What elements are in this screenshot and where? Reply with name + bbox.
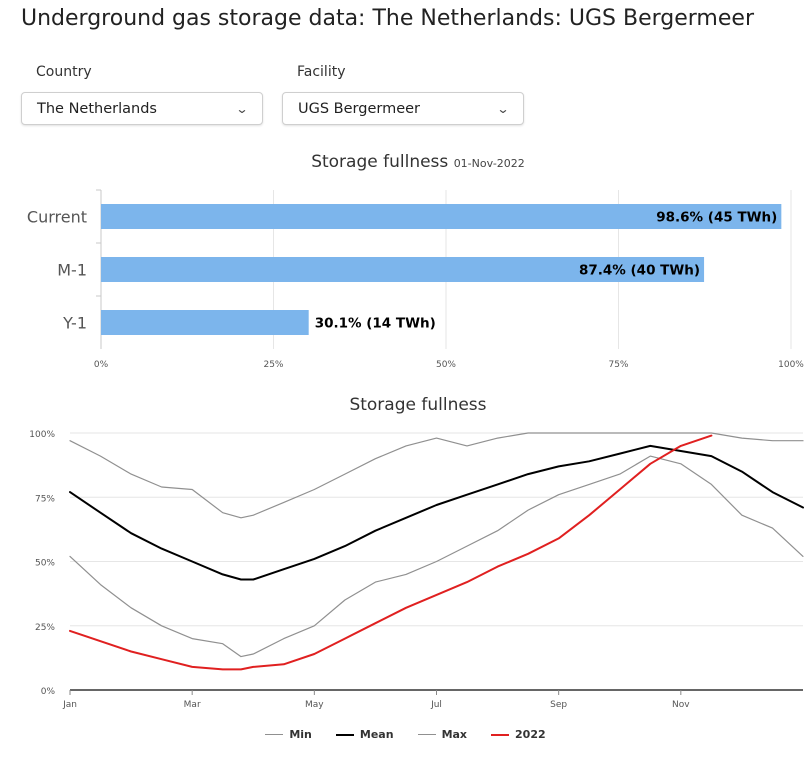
bar-category-label: Current [27,208,87,227]
line-x-tick-label: Nov [672,700,690,710]
country-value: The Netherlands [37,100,157,117]
line-x-tick-label: Jul [430,700,442,710]
facility-selector: Facility UGS Bergermeer ⌄ [282,64,524,125]
legend-swatch [491,733,510,736]
country-selector: Country The Netherlands ⌄ [21,64,263,125]
chevron-down-icon: ⌄ [496,101,510,116]
legend-swatch [335,733,354,736]
bar-x-tick-label: 75% [608,360,628,370]
chevron-down-icon: ⌄ [235,101,249,116]
country-label: Country [36,64,92,80]
legend-swatch [265,734,284,735]
bar-x-tick-label: 0% [94,360,109,370]
legend-label: Min [289,728,312,741]
bar-x-tick-label: 100% [778,360,804,370]
series-line-Min [69,455,804,658]
bar-data-label: 30.1% (14 TWh) [315,316,436,332]
legend-label: Max [441,728,468,741]
bar-category-label: Y-1 [62,314,87,333]
legend-item-Min[interactable]: Min [265,728,312,741]
page-title: Underground gas storage data: The Nether… [21,6,754,31]
line-y-tick-label: 100% [29,430,55,440]
line-x-tick-label: Sep [550,700,567,710]
series-line-2022 [69,434,713,671]
bar-chart-title: Storage fullness 01-Nov-2022 [0,152,811,172]
bar-chart-date: 01-Nov-2022 [453,157,525,170]
line-chart-title: Storage fullness [0,395,811,415]
bar-category-label: M-1 [57,261,87,280]
bar [101,310,309,335]
bar-x-tick-label: 50% [436,360,456,370]
legend-item-Mean[interactable]: Mean [335,728,394,741]
legend-swatch [417,734,436,735]
bar-data-label: 87.4% (40 TWh) [579,263,700,279]
country-dropdown[interactable]: The Netherlands ⌄ [21,92,263,125]
bar-chart: 0% 25% 50% 75% 100% Current 98.6% (45 TWh) M-1 8… [27,189,804,370]
facility-value: UGS Bergermeer [298,100,420,117]
legend-label: Mean [359,728,394,741]
line-y-tick-label: 0% [41,687,56,697]
series-line-Mean [69,444,804,581]
line-chart-legend: Min Mean Max 2022 [0,728,811,741]
line-y-tick-label: 50% [35,559,55,569]
bar [101,204,782,229]
bar-data-label: 98.6% (45 TWh) [656,210,777,226]
line-y-tick-label: 25% [35,623,55,633]
legend-label: 2022 [515,728,546,741]
line-x-tick-label: Mar [184,700,201,710]
bar [101,257,705,282]
facility-dropdown[interactable]: UGS Bergermeer ⌄ [282,92,524,125]
facility-label: Facility [297,64,346,80]
line-x-tick-label: Jan [62,700,77,710]
series-line-Max [69,432,804,519]
line-x-tick-label: May [305,700,324,710]
bar-x-tick-label: 25% [263,360,283,370]
legend-item-Max[interactable]: Max [417,728,468,741]
line-chart-title-text: Storage fullness [349,395,487,415]
bar-chart-title-text: Storage fullness [311,152,449,172]
legend-item-2022[interactable]: 2022 [491,728,546,741]
line-y-tick-label: 75% [35,494,55,504]
line-chart: 0% 25% 50% 75% 100% Jan Mar May Jul Sep Nov [29,430,804,710]
